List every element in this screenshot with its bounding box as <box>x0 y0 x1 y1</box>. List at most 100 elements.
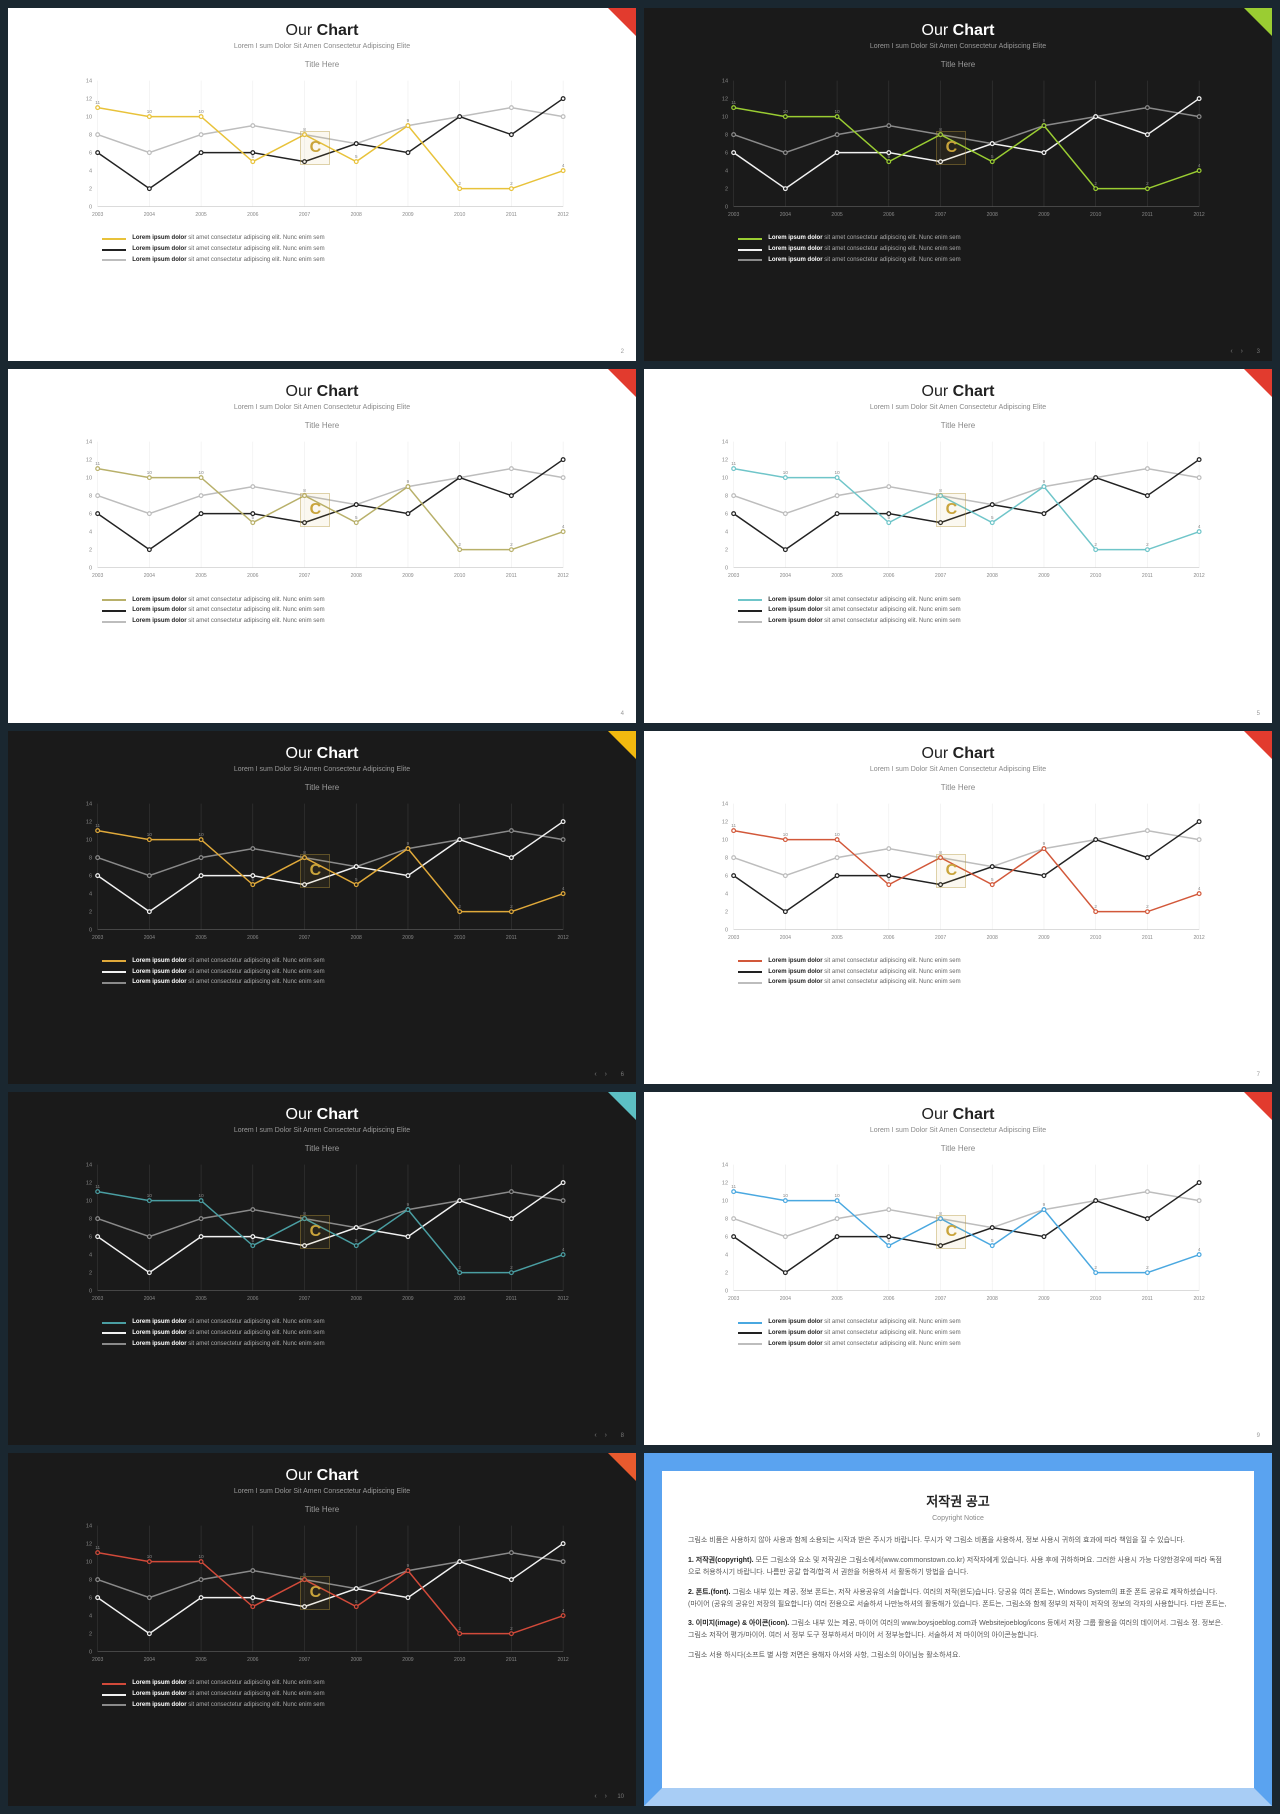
chart-title: Title Here <box>8 1505 636 1514</box>
svg-text:2011: 2011 <box>1142 212 1153 218</box>
svg-text:2006: 2006 <box>247 1296 258 1302</box>
svg-text:10: 10 <box>147 831 153 836</box>
nav-arrows[interactable]: ‹ › <box>594 1432 610 1439</box>
svg-text:2: 2 <box>89 548 92 554</box>
chart-area: 0246810121420032004200520062007200820092… <box>688 436 1228 584</box>
svg-text:0: 0 <box>89 1650 92 1656</box>
svg-text:5: 5 <box>251 1238 254 1243</box>
watermark-icon: C <box>936 493 966 527</box>
svg-text:4: 4 <box>89 1613 92 1619</box>
svg-text:14: 14 <box>86 78 92 84</box>
chart-title: Title Here <box>644 421 1272 430</box>
legend-swatch <box>102 599 126 601</box>
svg-text:2010: 2010 <box>1090 212 1101 218</box>
slide-subtitle: Lorem I sum Dolor Sit Amen Consectetur A… <box>8 1488 636 1495</box>
svg-text:2012: 2012 <box>557 1296 568 1302</box>
legend: Lorem ipsum dolor sit amet consectetur a… <box>738 1317 1178 1349</box>
svg-text:14: 14 <box>86 1162 92 1168</box>
nav-arrows[interactable]: ‹ › <box>594 1793 610 1800</box>
slide-title: Our Chart <box>8 1106 636 1124</box>
legend-swatch <box>102 1683 126 1685</box>
svg-text:14: 14 <box>722 1162 728 1168</box>
legend-swatch <box>102 621 126 623</box>
svg-text:10: 10 <box>834 831 840 836</box>
chart-area: 0246810121420032004200520062007200820092… <box>52 1159 592 1307</box>
svg-text:5: 5 <box>251 154 254 159</box>
svg-text:2008: 2008 <box>351 1657 362 1663</box>
notice-p: 3. 이미지(image) & 아이콘(icon). 그림소 내부 있는 제공,… <box>688 1618 1228 1642</box>
svg-text:0: 0 <box>89 205 92 211</box>
svg-text:2012: 2012 <box>557 1657 568 1663</box>
corner-accent <box>608 1453 636 1481</box>
legend-swatch <box>738 621 762 623</box>
svg-text:2006: 2006 <box>883 573 894 579</box>
legend-swatch <box>738 249 762 251</box>
svg-text:4: 4 <box>562 1247 565 1252</box>
svg-text:11: 11 <box>95 461 100 466</box>
svg-text:2007: 2007 <box>935 212 946 218</box>
svg-text:8: 8 <box>725 1216 728 1222</box>
legend-swatch <box>738 971 762 973</box>
legend: Lorem ipsum dolor sit amet consectetur a… <box>738 233 1178 265</box>
chart-area: 0246810121420032004200520062007200820092… <box>688 798 1228 946</box>
svg-text:2010: 2010 <box>454 1296 465 1302</box>
svg-text:5: 5 <box>887 154 890 159</box>
legend-item: Lorem ipsum dolor sit amet consectetur a… <box>738 1317 1178 1328</box>
svg-text:2009: 2009 <box>1038 212 1049 218</box>
svg-text:8: 8 <box>725 855 728 861</box>
legend-item: Lorem ipsum dolor sit amet consectetur a… <box>102 616 542 627</box>
svg-text:8: 8 <box>89 1216 92 1222</box>
slide-subtitle: Lorem I sum Dolor Sit Amen Consectetur A… <box>644 1127 1272 1134</box>
svg-text:2007: 2007 <box>299 1296 310 1302</box>
svg-text:12: 12 <box>722 96 728 102</box>
nav-arrows[interactable]: ‹ › <box>1230 348 1246 355</box>
svg-text:9: 9 <box>407 479 410 484</box>
chart-area: 0246810121420032004200520062007200820092… <box>52 798 592 946</box>
svg-text:2: 2 <box>458 1626 461 1631</box>
slide-title: Our Chart <box>8 745 636 763</box>
chart-slide: Our Chart Lorem I sum Dolor Sit Amen Con… <box>644 1092 1272 1445</box>
svg-text:4: 4 <box>562 524 565 529</box>
svg-text:10: 10 <box>147 1193 153 1198</box>
notice-subtitle: Copyright Notice <box>688 1513 1228 1525</box>
slide-subtitle: Lorem I sum Dolor Sit Amen Consectetur A… <box>644 43 1272 50</box>
svg-text:0: 0 <box>725 566 728 572</box>
watermark-icon: C <box>936 131 966 165</box>
svg-text:2: 2 <box>89 1270 92 1276</box>
nav-arrows[interactable]: ‹ › <box>594 1071 610 1078</box>
svg-text:5: 5 <box>355 876 358 881</box>
legend-item: Lorem ipsum dolor sit amet consectetur a… <box>102 1689 542 1700</box>
svg-text:2006: 2006 <box>247 573 258 579</box>
svg-text:2: 2 <box>1094 1265 1097 1270</box>
svg-text:2005: 2005 <box>831 1296 842 1302</box>
legend-item: Lorem ipsum dolor sit amet consectetur a… <box>738 605 1178 616</box>
svg-text:2009: 2009 <box>402 1296 413 1302</box>
legend-swatch <box>102 259 126 261</box>
svg-text:2012: 2012 <box>1193 573 1204 579</box>
legend-swatch <box>738 610 762 612</box>
page-number: 9 <box>1257 1433 1260 1439</box>
svg-text:6: 6 <box>725 512 728 518</box>
svg-text:5: 5 <box>355 1599 358 1604</box>
svg-text:2012: 2012 <box>557 934 568 940</box>
legend-swatch <box>102 1704 126 1706</box>
legend-swatch <box>738 1343 762 1345</box>
svg-text:2003: 2003 <box>92 573 103 579</box>
svg-text:2004: 2004 <box>780 934 791 940</box>
svg-text:2008: 2008 <box>351 573 362 579</box>
svg-text:14: 14 <box>722 801 728 807</box>
svg-text:2009: 2009 <box>1038 573 1049 579</box>
legend-item: Lorem ipsum dolor sit amet consectetur a… <box>102 244 542 255</box>
chart-area: 0246810121420032004200520062007200820092… <box>52 436 592 584</box>
svg-text:2011: 2011 <box>506 934 517 940</box>
chart-title: Title Here <box>644 1144 1272 1153</box>
legend-item: Lorem ipsum dolor sit amet consectetur a… <box>102 1328 542 1339</box>
svg-text:2004: 2004 <box>780 573 791 579</box>
legend-swatch <box>102 1332 126 1334</box>
svg-text:4: 4 <box>725 168 728 174</box>
svg-text:2011: 2011 <box>506 1657 517 1663</box>
svg-text:2003: 2003 <box>92 1657 103 1663</box>
svg-text:10: 10 <box>783 1193 789 1198</box>
svg-text:2009: 2009 <box>402 1657 413 1663</box>
svg-text:9: 9 <box>1043 840 1046 845</box>
